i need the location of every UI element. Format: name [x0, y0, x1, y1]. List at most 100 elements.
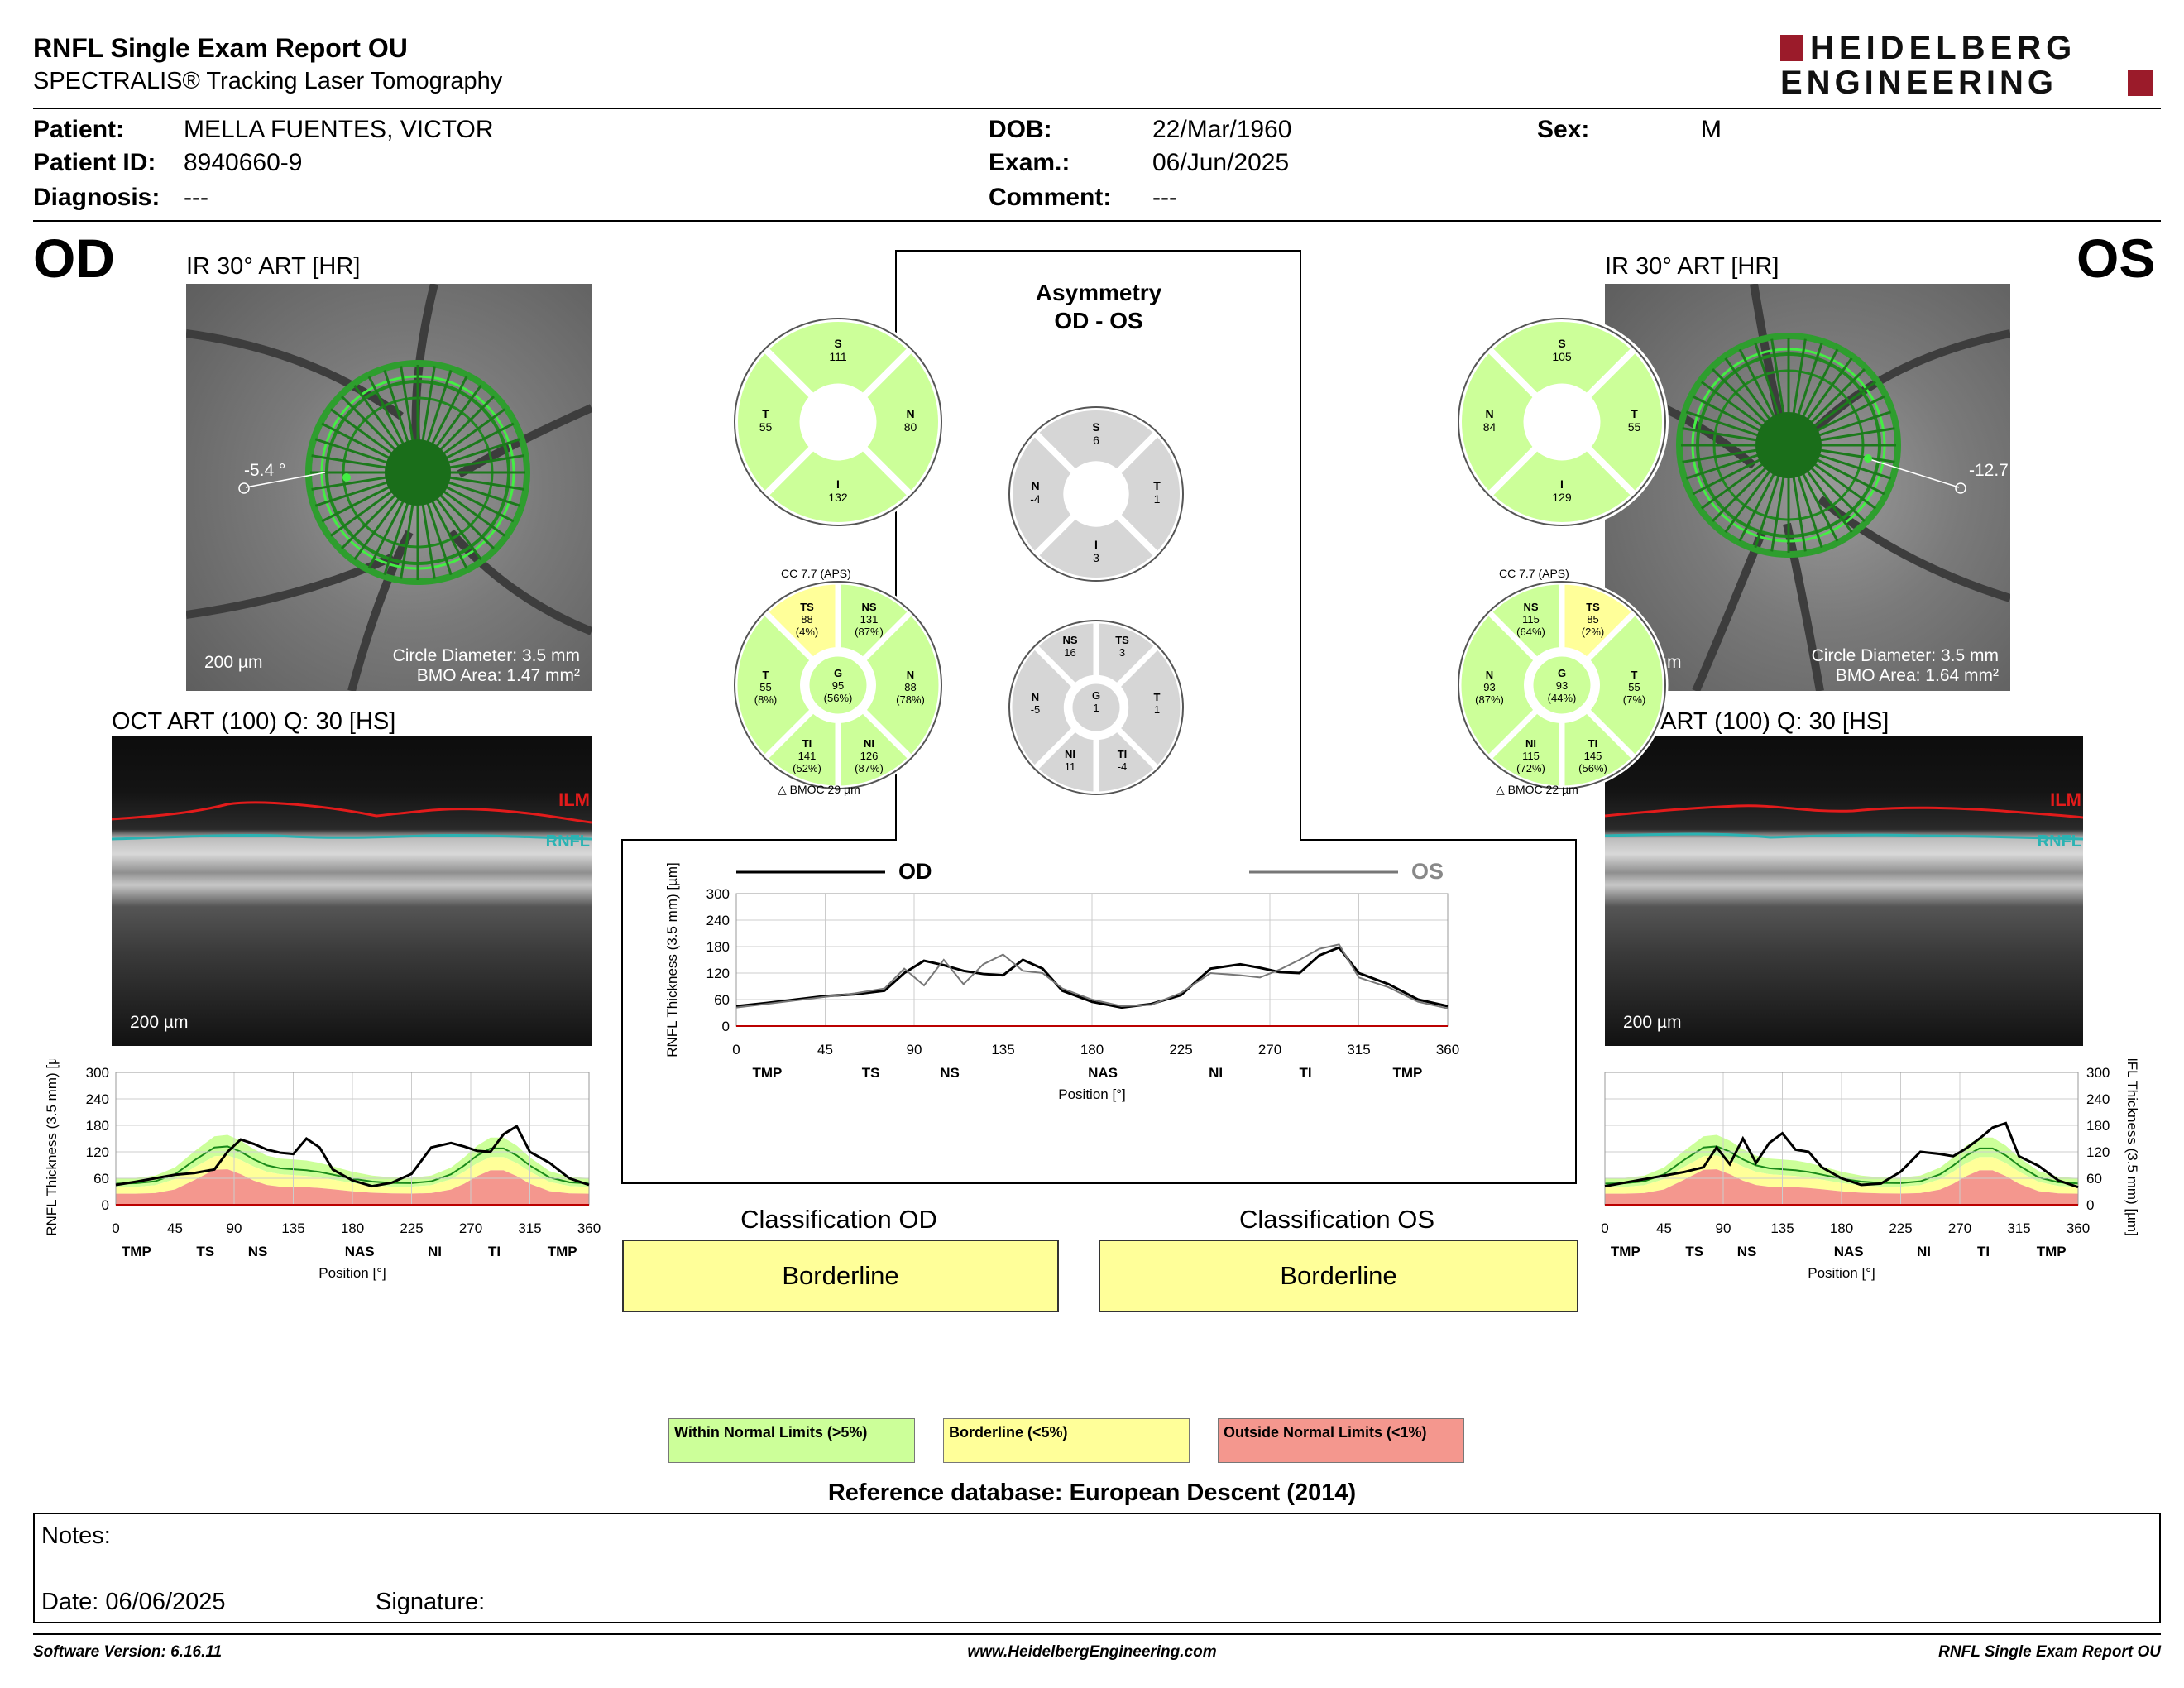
- x-tick-label: 90: [227, 1220, 242, 1236]
- footer-divider: [33, 1633, 2161, 1635]
- asym6-label-ts: TS 3: [1090, 634, 1156, 659]
- os6-label-ti-value: (56%): [1578, 761, 1607, 774]
- x-tick-label: 180: [341, 1220, 364, 1236]
- od4-label-t-key: T: [762, 407, 769, 420]
- od4-label-t: T 55: [733, 407, 799, 434]
- y-tick-label: 300: [86, 1065, 109, 1081]
- asym4-label-n-key: N: [1031, 479, 1040, 492]
- asym4-label-n-value: -4: [1030, 492, 1041, 506]
- os4-label-t: T 55: [1602, 407, 1668, 434]
- sector-label: NAS: [1088, 1065, 1118, 1081]
- os-circle-diameter: Circle Diameter: 3.5 mm: [1811, 646, 1999, 665]
- od6-label-ti-key: TI: [802, 736, 812, 750]
- asym4-label-s-key: S: [1092, 420, 1100, 434]
- y-tick-label: 120: [2086, 1144, 2110, 1160]
- os-oct-image: ILM RNFL 200 µm: [1605, 736, 2083, 1046]
- dob: 22/Mar/1960: [1152, 116, 1292, 143]
- x-tick-label: 135: [281, 1220, 304, 1236]
- patient-name: MELLA FUENTES, VICTOR: [184, 116, 494, 143]
- y-tick-label: 180: [2086, 1118, 2110, 1134]
- x-tick-label: 315: [1347, 1042, 1370, 1057]
- sector-label: TMP: [122, 1244, 151, 1259]
- od6-label-n-value: (78%): [896, 693, 925, 706]
- x-tick-label: 0: [732, 1042, 740, 1057]
- sector-label: TI: [1977, 1244, 1990, 1259]
- od-ir-scale: 200 µm: [204, 653, 263, 672]
- asym4-label-i-value: 3: [1093, 551, 1099, 565]
- os-ilm-label: ILM: [2050, 789, 2081, 810]
- x-tick-label: 0: [112, 1220, 119, 1236]
- od-circle-diameter: Circle Diameter: 3.5 mm: [392, 646, 580, 665]
- os-scan-circle-overlay: [1605, 284, 2010, 691]
- os4-label-n-value: 84: [1482, 420, 1497, 434]
- os4-label-s: S 105: [1529, 337, 1595, 363]
- footer-url[interactable]: www.HeidelbergEngineering.com: [967, 1643, 1217, 1661]
- od-angle: -5.4 °: [244, 461, 286, 480]
- od-cc: CC 7.7 (APS): [781, 567, 851, 580]
- asym6-label-n: N -5: [1003, 691, 1069, 716]
- series-os-line: [735, 943, 1449, 1009]
- os6-label-g-value: 93: [1555, 679, 1569, 692]
- normative-mean-line: [1604, 1145, 2079, 1185]
- asym4-label-s-value: 6: [1093, 433, 1099, 447]
- od-bmoc: △ BMOC 29 µm: [778, 783, 860, 796]
- y-tick-label: 180: [86, 1118, 109, 1134]
- od4-label-t-value: 55: [759, 420, 773, 434]
- sector-label: TMP: [752, 1065, 782, 1081]
- od-scan-circle-overlay: [186, 284, 592, 691]
- legend-borderline: Borderline (<5%): [943, 1418, 1190, 1463]
- header-divider: [33, 108, 2161, 109]
- asym4-label-i-key: I: [1094, 538, 1098, 552]
- x-axis-label: Position [°]: [318, 1265, 386, 1281]
- asym6-label-ni-value: 11: [1064, 760, 1076, 774]
- patient-id-label: Patient ID:: [33, 149, 156, 176]
- od6-label-t-value: 55: [759, 681, 772, 693]
- asym6-label-ti-key: TI: [1117, 748, 1128, 761]
- asym6-label-ns-value: 16: [1064, 645, 1076, 659]
- x-tick-label: 270: [459, 1220, 482, 1236]
- os6-label-ns: NS 115 (64%): [1498, 601, 1564, 638]
- notes-date: Date: 06/06/2025: [41, 1589, 226, 1615]
- x-tick-label: 45: [167, 1220, 183, 1236]
- y-tick-label: 240: [706, 913, 730, 928]
- od6-label-ts-key: TS: [800, 600, 814, 613]
- os6-label-t: T 55 (7%): [1602, 669, 1668, 706]
- od-oct-image: ILM RNFL 200 µm: [112, 736, 592, 1046]
- sector-label: TI: [1299, 1065, 1311, 1081]
- os6-label-ti-key: TI: [1588, 736, 1598, 750]
- series-os-line: [1604, 1121, 2079, 1189]
- logo-line2: ENGINEERING: [1780, 65, 2058, 101]
- asymmetry-title: Asymmetry: [1035, 280, 1162, 305]
- y-tick-label: 120: [706, 966, 730, 981]
- sector-label: NAS: [1834, 1244, 1864, 1259]
- notes-box[interactable]: Notes: Date: 06/06/2025 Signature:: [33, 1513, 2161, 1623]
- os-ir-caption: IR 30° ART [HR]: [1605, 253, 1779, 280]
- asym6-label-g-key: G: [1091, 689, 1101, 702]
- sector-label: NI: [1917, 1244, 1931, 1259]
- od-oct-scale: 200 µm: [130, 1013, 189, 1032]
- os6-label-ti-value: 145: [1583, 749, 1602, 762]
- os6-sector-g: [1528, 651, 1596, 719]
- od6-label-ni-key: NI: [864, 736, 874, 750]
- report-subtitle: SPECTRALIS® Tracking Laser Tomography: [33, 68, 503, 94]
- asym6-label-g-value: 1: [1093, 702, 1099, 714]
- os4-label-i: I 129: [1529, 477, 1595, 504]
- asym4-label-t-value: 1: [1153, 492, 1161, 506]
- os-label: OS: [2076, 228, 2156, 289]
- asym6-label-n-key: N: [1031, 691, 1040, 703]
- od6-label-ts-value: 88: [801, 612, 813, 626]
- notes-label: Notes:: [41, 1523, 111, 1549]
- y-tick-label: 300: [2086, 1065, 2110, 1081]
- x-tick-label: 360: [1436, 1042, 1459, 1057]
- od6-label-ns-value: 131: [860, 612, 879, 626]
- od6-label-ts: TS 88 (4%): [774, 601, 841, 638]
- asym6-sector-g: [1067, 679, 1125, 736]
- x-tick-label: 45: [817, 1042, 833, 1057]
- x-tick-label: 225: [1169, 1042, 1192, 1057]
- os6-label-ns-key: NS: [1523, 600, 1539, 613]
- sector-label: TS: [196, 1244, 214, 1259]
